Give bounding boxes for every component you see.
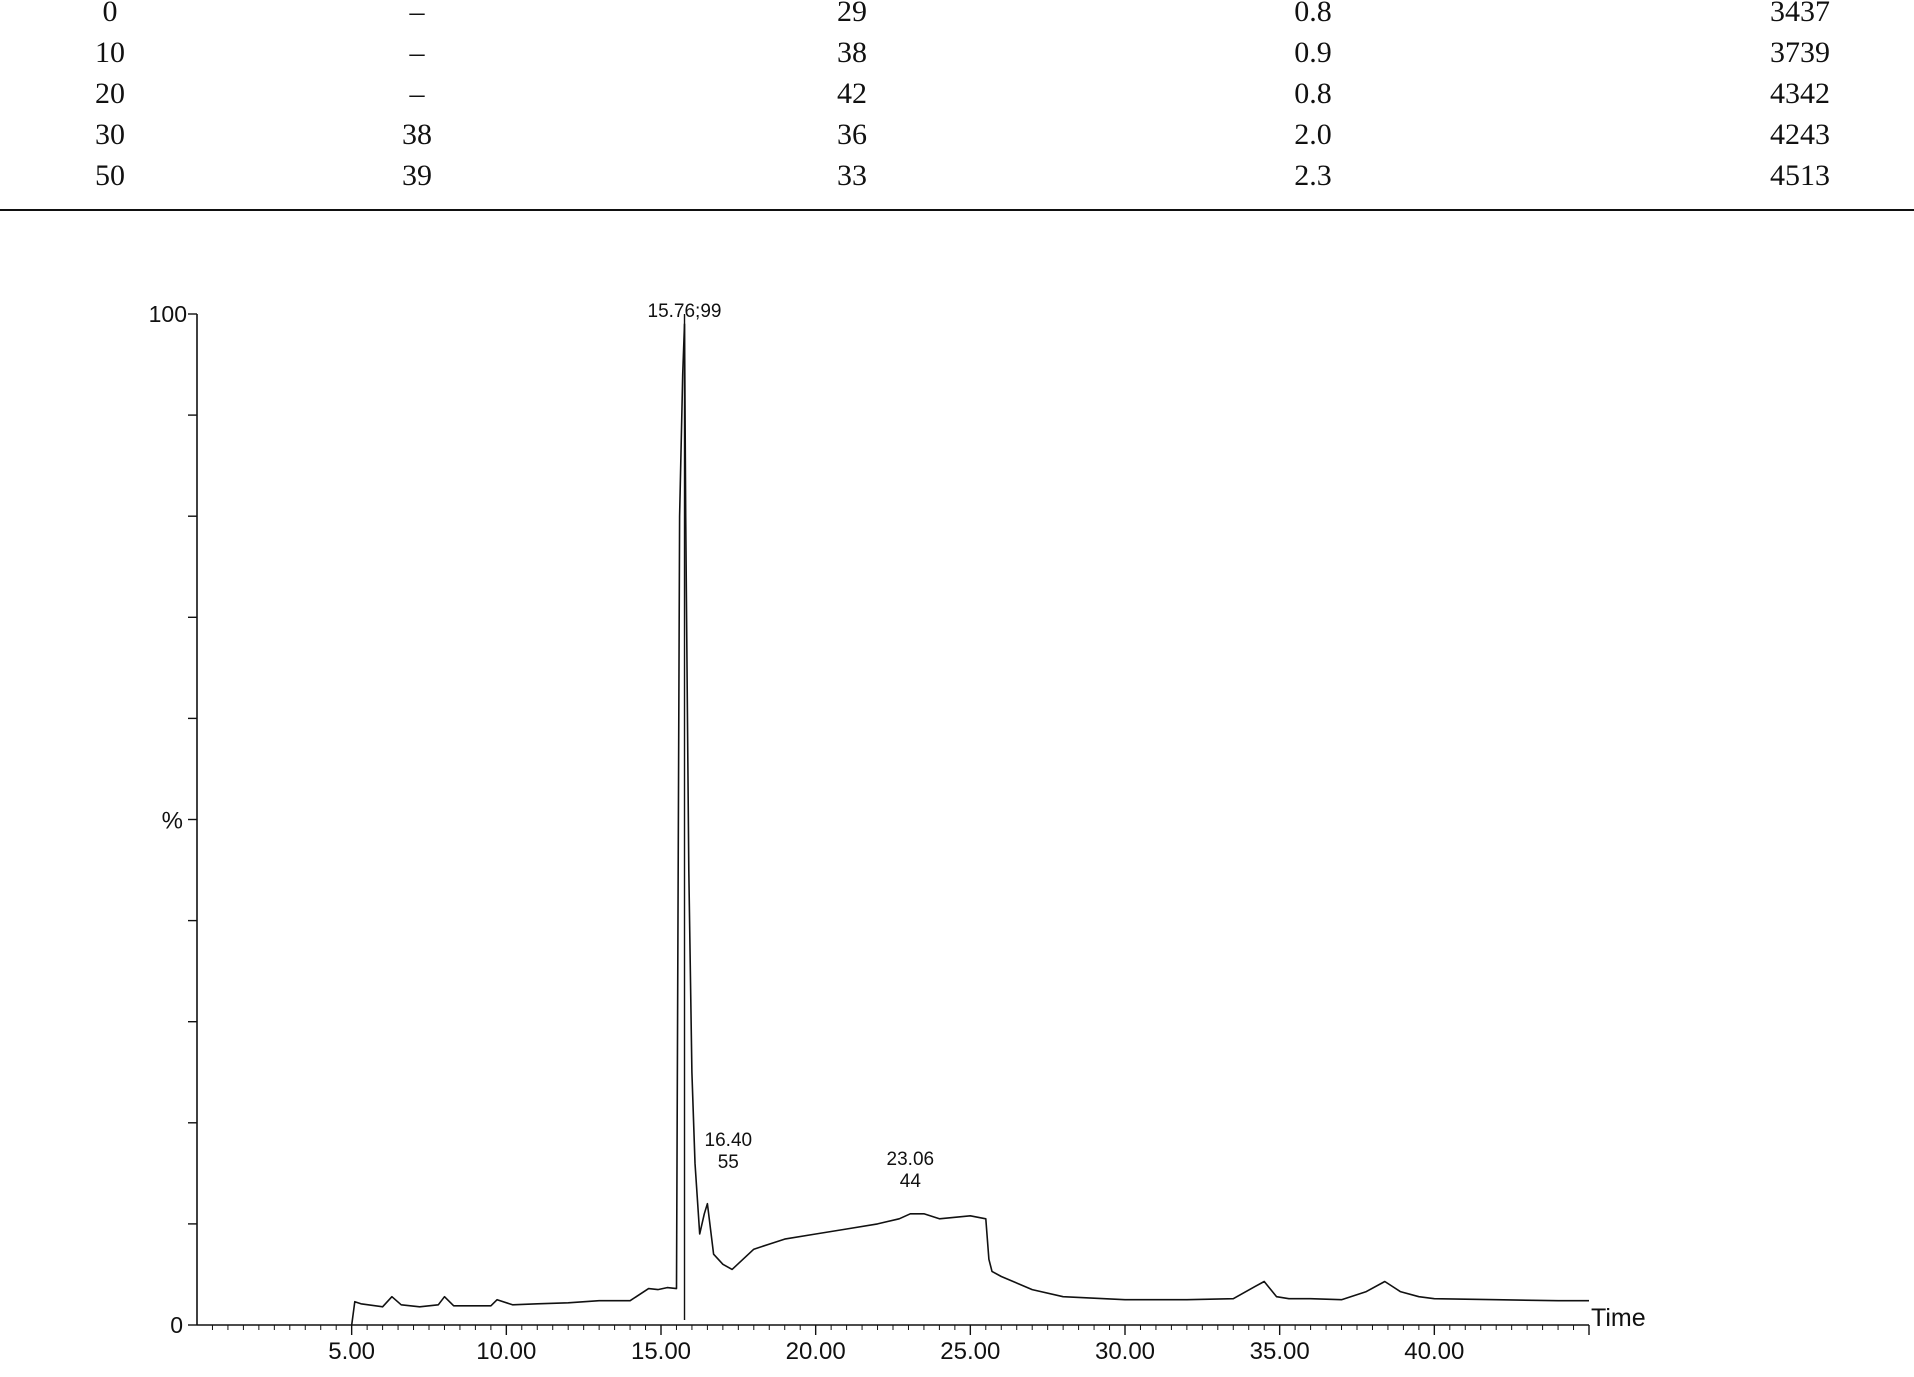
table-cell: – [409, 36, 425, 69]
y-axis-label: % [162, 808, 183, 835]
x-tick-label: 15.00 [631, 1338, 691, 1365]
table-cell: 38 [837, 36, 867, 69]
table-cell: 29 [837, 0, 867, 28]
x-tick-label: 25.00 [940, 1338, 1000, 1365]
table-cell: 4243 [1770, 118, 1830, 151]
table-row: 30 38 36 2.0 4243 [0, 114, 1914, 155]
x-tick-label: 40.00 [1404, 1338, 1464, 1365]
table-bottom-rule [0, 209, 1914, 211]
table-cell: 0.8 [1294, 0, 1332, 28]
table-row: 0 – 29 0.8 3437 [0, 0, 1914, 32]
table-cell: 0.9 [1294, 36, 1332, 69]
table-cell: 33 [837, 159, 867, 192]
table-cell: 0 [102, 0, 118, 28]
table-cell: 3437 [1770, 0, 1830, 28]
table-row: 50 39 33 2.3 4513 [0, 155, 1914, 196]
peak-label-line: 44 [900, 1171, 922, 1192]
chart-annotations: 15.76;99 16.40 55 23.06 44 [648, 301, 935, 1192]
peak-label: 23.06 44 [887, 1149, 935, 1192]
table-cell: 4513 [1770, 159, 1830, 192]
table-cell: 50 [95, 159, 125, 192]
table-cell: 2.3 [1294, 159, 1332, 192]
table-cell: 0.8 [1294, 77, 1332, 110]
chromatogram-chart: 0 100% 5.00 10.00 15.00 20.00 25.00 30.00 35.00 4… [149, 301, 1646, 1365]
table-cell: – [409, 77, 425, 110]
peak-label-line: 16.40 [705, 1130, 753, 1151]
table-row: 10 – 38 0.9 3739 [0, 32, 1914, 73]
chromatogram-trace [350, 323, 1589, 1326]
x-tick-label: 35.00 [1250, 1338, 1310, 1365]
table-cell: 38 [402, 118, 432, 151]
x-tick-label: 30.00 [1095, 1338, 1155, 1365]
chart-plot-area [350, 314, 1589, 1326]
y-tick-label: 0 [170, 1312, 183, 1338]
table-cell: 30 [95, 118, 125, 151]
table-cell: 20 [95, 77, 125, 110]
peak-label-line: 55 [718, 1152, 739, 1173]
table-cell: 42 [837, 77, 867, 110]
peak-label: 16.40 55 [705, 1130, 753, 1173]
y-tick-label: 100 [149, 301, 187, 327]
table-row: 20 – 42 0.8 4342 [0, 73, 1914, 114]
table-cell: 3739 [1770, 36, 1830, 69]
data-table: 0–29 0.8 3437 10–38 0.9 3739 20–42 0.8 4342 30 38 3… [0, 0, 1914, 212]
peak-label: 15.76;99 [648, 301, 722, 322]
table-cell: 10 [95, 36, 125, 69]
x-tick-label: 5.00 [328, 1338, 375, 1365]
peak-label-line: 23.06 [887, 1149, 935, 1170]
x-axis-label: Time [1591, 1304, 1646, 1332]
table-cell: 4342 [1770, 77, 1830, 110]
chart-axes: 0 100% 5.00 10.00 15.00 20.00 25.00 30.00 35.00 4… [149, 301, 1646, 1365]
table-cell: 36 [837, 118, 867, 151]
peak-label-line: 15.76;99 [648, 301, 722, 322]
x-tick-label: 10.00 [476, 1338, 536, 1365]
x-tick-label: 20.00 [786, 1338, 846, 1365]
table-cell: 2.0 [1294, 118, 1332, 151]
table-cell: 39 [402, 159, 432, 192]
table-cell: – [409, 0, 425, 28]
